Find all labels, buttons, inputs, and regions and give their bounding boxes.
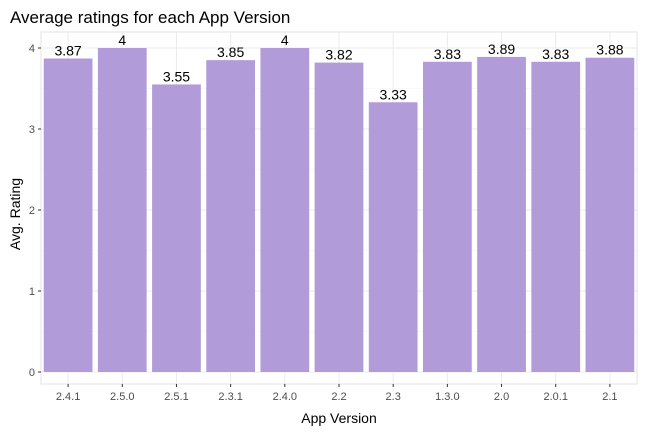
- y-tick-label: 3: [29, 124, 35, 136]
- data-label: 4: [118, 32, 126, 48]
- bar: [368, 102, 418, 373]
- bar: [152, 84, 201, 372]
- x-tick-label: 2.4.1: [56, 391, 80, 403]
- x-tick-label: 2.5.0: [110, 391, 134, 403]
- bar: [477, 56, 526, 372]
- data-label: 3.89: [488, 41, 515, 57]
- x-tick-label: 2.0.1: [543, 391, 567, 403]
- data-label: 3.82: [325, 47, 352, 63]
- y-axis-title: Avg. Rating: [7, 178, 23, 250]
- bars: [43, 48, 635, 373]
- bar: [43, 58, 93, 372]
- y-tick-label: 2: [29, 205, 35, 217]
- x-tick-label: 2.3.1: [218, 391, 242, 403]
- data-label: 4: [281, 32, 289, 48]
- chart-title: Average ratings for each App Version: [10, 8, 290, 27]
- bar: [531, 61, 581, 373]
- x-tick-label: 2.4.0: [273, 391, 297, 403]
- data-label: 3.85: [217, 44, 244, 60]
- bar: [260, 48, 310, 372]
- y-tick-label: 4: [29, 43, 35, 55]
- x-tick-label: 2.5.1: [164, 391, 188, 403]
- x-tick-label: 2.0: [494, 391, 509, 403]
- data-label: 3.33: [380, 86, 407, 102]
- bar: [422, 61, 472, 373]
- bar: [206, 60, 256, 373]
- x-axis-title: App Version: [301, 410, 377, 426]
- bar: [314, 62, 364, 372]
- bar: [97, 48, 147, 372]
- x-tick-label: 2.2: [331, 391, 346, 403]
- data-label: 3.83: [434, 46, 461, 62]
- data-label: 3.83: [542, 46, 569, 62]
- data-label: 3.87: [54, 43, 81, 59]
- y-axis: 0 1 2 3 4: [29, 43, 41, 379]
- y-tick-label: 0: [29, 367, 35, 379]
- data-labels: 3.87 4 3.55 3.85 4 3.82 3.33 3.83 3.89 3.83 3.88: [54, 32, 623, 102]
- y-tick-label: 1: [29, 286, 35, 298]
- data-label: 3.55: [163, 68, 190, 84]
- x-tick-label: 2.3: [386, 391, 401, 403]
- bar: [585, 57, 635, 372]
- x-tick-label: 1.3.0: [435, 391, 459, 403]
- x-axis: 2.4.1 2.5.0 2.5.1 2.3.1 2.4.0 2.2 2.3 1.3.0 2.0 2…: [56, 384, 618, 403]
- x-tick-label: 2.1: [602, 391, 617, 403]
- data-label: 3.88: [596, 42, 623, 58]
